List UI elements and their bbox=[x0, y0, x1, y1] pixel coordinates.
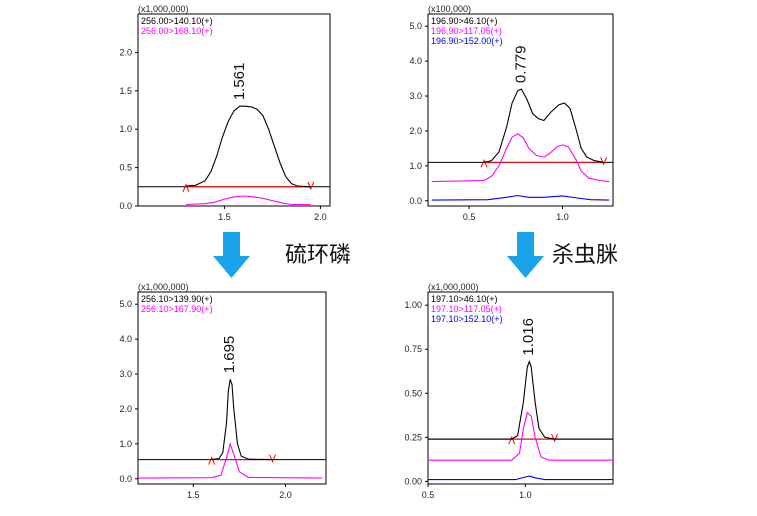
peak-end-marker bbox=[269, 454, 277, 463]
series-line bbox=[428, 475, 613, 481]
axis-multiplier: (x1,000,000) bbox=[138, 4, 189, 14]
y-tick-label: 0.75 bbox=[404, 344, 422, 354]
legend-entry: 196.90>46.10(+) bbox=[431, 16, 498, 26]
y-tick-label: 1.0 bbox=[119, 124, 132, 134]
x-tick-label: 1.5 bbox=[218, 212, 231, 222]
y-tick-label: 3.0 bbox=[119, 369, 132, 379]
arrow-down-right-icon bbox=[507, 232, 544, 278]
plot-frame bbox=[427, 291, 614, 485]
x-tick-label: 1.0 bbox=[519, 490, 532, 500]
series-line bbox=[185, 195, 311, 206]
arrow-down-left-icon bbox=[213, 232, 250, 278]
axis-multiplier: (x100,000) bbox=[428, 4, 471, 14]
plot-frame bbox=[427, 13, 614, 207]
y-tick-label: 2.0 bbox=[409, 126, 422, 136]
y-tick-label: 0.0 bbox=[409, 196, 422, 206]
peak-label: 1.016 bbox=[520, 318, 537, 356]
x-tick-label: 1.5 bbox=[187, 490, 200, 500]
plot-frame bbox=[137, 291, 327, 485]
series-line bbox=[428, 360, 613, 440]
legend-entry: 197.10>152.10(+) bbox=[431, 314, 503, 324]
y-tick-label: 1.0 bbox=[119, 439, 132, 449]
chromatogram-panels: 0.0 0.5 1.0 1.5 2.0 1.5 2.0 (x1,000,000) 256.00>… bbox=[119, 4, 614, 500]
series-line bbox=[483, 88, 604, 163]
legend-entry: 256.00>168.10(+) bbox=[141, 26, 213, 36]
peak-label: 1.695 bbox=[221, 336, 238, 374]
y-tick-label: 0.0 bbox=[119, 201, 132, 211]
legend-entry: 197.10>46.10(+) bbox=[431, 294, 498, 304]
compound-label-right: 杀虫脒 bbox=[552, 242, 618, 267]
chart-panel-2: 0.0 1.0 2.0 3.0 4.0 5.0 0.5 1.0 (x100,000) 196.90… bbox=[409, 4, 614, 222]
axis-multiplier: (x1,000,000) bbox=[428, 282, 479, 292]
y-tick-label: 5.0 bbox=[119, 299, 132, 309]
peak-end-marker bbox=[600, 157, 608, 166]
axis-multiplier: (x1,000,000) bbox=[138, 282, 189, 292]
peak-label: 0.779 bbox=[512, 46, 529, 84]
chart-panel-3: 0.0 1.0 2.0 3.0 4.0 5.0 1.5 2.0 (x1,000,000) 256.… bbox=[119, 282, 327, 500]
y-tick-label: 1.0 bbox=[409, 161, 422, 171]
legend-entry: 256.10>167.90(+) bbox=[141, 304, 213, 314]
y-tick-label: 0.50 bbox=[404, 388, 422, 398]
y-tick-label: 1.5 bbox=[119, 86, 132, 96]
x-tick-label: 2.0 bbox=[279, 490, 292, 500]
series-line bbox=[137, 442, 323, 479]
x-tick-label: 1.0 bbox=[556, 212, 569, 222]
y-tick-label: 5.0 bbox=[409, 21, 422, 31]
y-tick-label: 4.0 bbox=[119, 334, 132, 344]
peak-start-marker bbox=[508, 435, 516, 445]
x-tick-label: 0.5 bbox=[422, 490, 435, 500]
peak-label: 1.561 bbox=[231, 63, 248, 101]
y-tick-label: 0.5 bbox=[119, 163, 132, 173]
chart-panel-1: 0.0 0.5 1.0 1.5 2.0 1.5 2.0 (x1,000,000) 256.00>… bbox=[119, 4, 331, 222]
compound-label-left: 硫环磷 bbox=[285, 242, 351, 267]
y-tick-label: 2.0 bbox=[119, 404, 132, 414]
legend-entry: 196.90>117.05(+) bbox=[431, 26, 502, 36]
x-tick-label: 2.0 bbox=[314, 212, 327, 222]
series-line bbox=[185, 105, 311, 188]
peak-start-marker bbox=[480, 159, 488, 168]
series-line bbox=[211, 379, 273, 461]
y-tick-label: 0.00 bbox=[404, 476, 422, 486]
legend-entry: 256.10>139.90(+) bbox=[141, 294, 213, 304]
peak-end-marker bbox=[551, 433, 559, 443]
series-line bbox=[431, 133, 610, 183]
series-line bbox=[428, 411, 613, 461]
legend-entry: 197.10>117.05(+) bbox=[431, 304, 502, 314]
peak-start-marker bbox=[182, 183, 190, 192]
y-tick-label: 0.0 bbox=[119, 474, 132, 484]
peak-end-marker bbox=[307, 181, 315, 191]
legend-entry: 256.00>140.10(+) bbox=[141, 16, 213, 26]
y-tick-label: 3.0 bbox=[409, 91, 422, 101]
chart-panel-4: 0.00 0.25 0.50 0.75 1.00 0.5 1.0 (x1,000,000) 19… bbox=[404, 282, 614, 500]
y-tick-label: 0.25 bbox=[404, 432, 422, 442]
series-line bbox=[431, 194, 610, 201]
y-tick-label: 4.0 bbox=[409, 56, 422, 66]
legend-entry: 196.90>152.00(+) bbox=[431, 36, 503, 46]
y-tick-label: 1.00 bbox=[404, 300, 422, 310]
plot-frame bbox=[137, 13, 331, 207]
y-tick-label: 2.0 bbox=[119, 47, 132, 57]
x-tick-label: 0.5 bbox=[463, 212, 476, 222]
peak-start-marker bbox=[208, 456, 216, 465]
